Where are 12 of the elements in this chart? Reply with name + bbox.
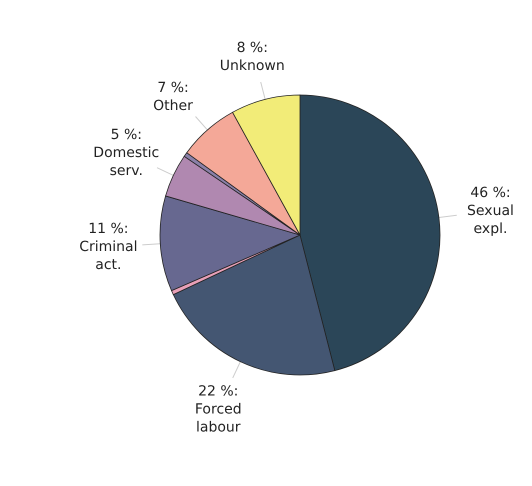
slice-label: Sexual expl. bbox=[467, 202, 514, 237]
slice-label: Unknown bbox=[220, 58, 285, 74]
slice-label: Domestic serv. bbox=[93, 144, 160, 179]
data-label: 5 %: bbox=[110, 126, 142, 143]
slice-label: Forced labour bbox=[194, 402, 242, 436]
slice-label: Criminal act. bbox=[79, 239, 138, 274]
data-label: 8 %: bbox=[236, 40, 268, 56]
slice-label: Other bbox=[153, 98, 194, 114]
data-label: 11 %: bbox=[88, 221, 129, 238]
data-label: 46 %: bbox=[470, 184, 511, 201]
data-label: 7 %: bbox=[157, 80, 189, 96]
data-label: 22 %: bbox=[198, 384, 238, 400]
